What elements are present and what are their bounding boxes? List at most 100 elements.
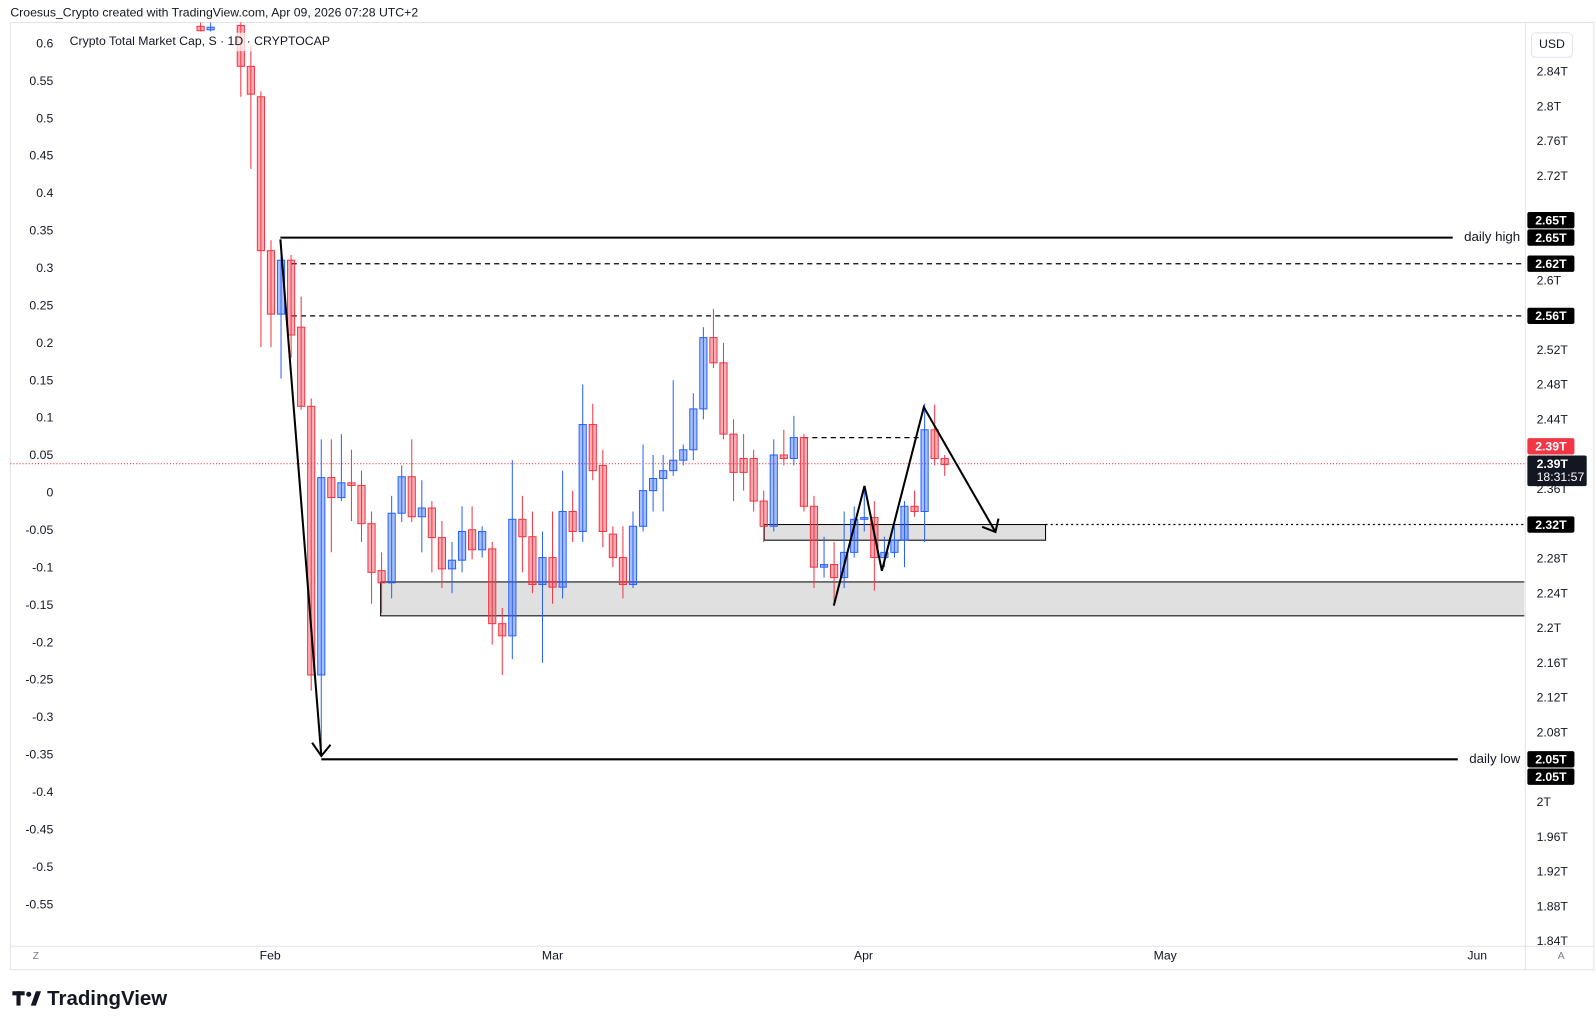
candle-body [860,517,869,520]
candle-body [830,564,839,579]
level-label: daily high [1464,229,1520,244]
candle-body [699,337,708,410]
candle-body [437,537,447,570]
candle-body [659,470,668,479]
y-tick-label: 1.92T [1537,865,1569,879]
y-tick-label: 2.28T [1537,552,1569,566]
y2-tick-label: -0.5 [32,860,53,874]
y-tick-label: 2.72T [1537,169,1569,183]
candle-body [528,536,537,586]
zigzag [832,404,997,606]
candle-body [930,429,939,459]
current-price: 2.39T [1537,457,1569,471]
current-badge [1527,455,1587,487]
candle-body [749,457,758,502]
y-tick-label: 2.48T [1537,378,1569,392]
candle-body [548,557,557,588]
candle-body [427,507,436,539]
candle-body [900,505,909,541]
candle-body [307,405,316,676]
candle-body [689,408,698,451]
candle-body [739,457,748,473]
candle-body [789,437,798,459]
plot [10,22,1525,761]
y2-tick-label: 0.45 [29,149,53,163]
y2-tick-label: 0.1 [36,411,53,425]
y2-tick-label: 0.35 [29,224,53,238]
candle-body [246,65,255,95]
y-tick-label: 2.24T [1537,586,1569,600]
candle-body [347,482,356,486]
y-tick-label: 2.84T [1537,65,1569,79]
y2-tick-label: -0.05 [25,523,53,537]
candle-body [809,505,819,568]
currency-button[interactable] [1530,32,1573,58]
price-badge-label: 2.39T [1535,440,1567,454]
price-badge [1527,516,1575,533]
candle-body [357,484,366,525]
candle-body [628,525,638,586]
auto-button[interactable]: A [1558,951,1565,962]
candle-body [317,477,326,676]
candle-body [940,457,949,466]
candle-body [377,570,386,584]
candle-body [638,490,648,527]
candle-body [337,482,346,499]
y2-tick-label: 0.2 [36,336,53,350]
logo: TradingView [47,987,167,1010]
candle-body [578,424,587,533]
drawings [279,239,1000,758]
price-badge [1527,255,1575,272]
candle-body [387,512,396,584]
candle-body [910,505,919,513]
y2-tick-label: -0.2 [32,635,53,649]
level-label: daily low [1469,751,1520,766]
zone [380,581,1525,617]
currency[interactable]: USD [1539,37,1565,51]
price-badge [1527,229,1575,246]
y2-tick-label: -0.3 [32,710,53,724]
candle-body [327,477,336,499]
candle-body [890,539,899,553]
y2-tick-label: 0.25 [29,298,53,312]
candle-body [669,459,678,472]
y2-tick-label: -0.15 [25,598,53,612]
y-tick-label: 1.96T [1537,830,1569,844]
price-badge-label: 2.05T [1535,753,1567,767]
price-badge [1527,307,1575,325]
legend-bg [65,32,322,52]
y2-tick-label: -0.4 [32,785,53,799]
candle-body [417,507,426,518]
y2-tick-label: -0.55 [25,897,53,911]
y-tick-label: 2.6T [1537,273,1562,287]
candle-body [407,476,416,518]
price-badge-label: 2.56T [1535,309,1567,323]
logo-mark [12,991,42,1006]
x-tick-label: May [1154,949,1178,963]
y2-tick-label: 0.05 [29,448,53,462]
candle-body [588,424,597,472]
candle-body [297,326,306,407]
y-tick-label: 1.88T [1537,899,1569,913]
y2-tick-label: 0.55 [29,74,53,88]
price-badge-label: 2.62T [1535,257,1567,271]
y2-tick-label: 0.5 [36,111,53,125]
price-badge-label: 2.32T [1535,518,1567,532]
arrow-head [311,742,332,758]
y2-tick-label: -0.1 [32,560,53,574]
y-tick-label: 2.52T [1537,343,1569,357]
zoom-button[interactable]: Z [33,951,39,962]
candle-body [196,25,205,32]
candle-body [367,523,376,573]
y-tick-label: 2.8T [1537,99,1562,113]
price-badge-label: 2.65T [1535,231,1567,245]
y-tick-label: 2.08T [1537,725,1569,739]
candle-body [729,433,738,473]
x-tick-label: Apr [854,949,873,963]
candle-body [206,26,215,31]
y2-tick-label: 0.15 [29,373,53,387]
candle-body [679,449,688,461]
price-badge-label: 2.05T [1535,770,1567,784]
y2-tick-label: 0 [46,486,53,500]
x-tick-label: Jun [1467,949,1487,963]
